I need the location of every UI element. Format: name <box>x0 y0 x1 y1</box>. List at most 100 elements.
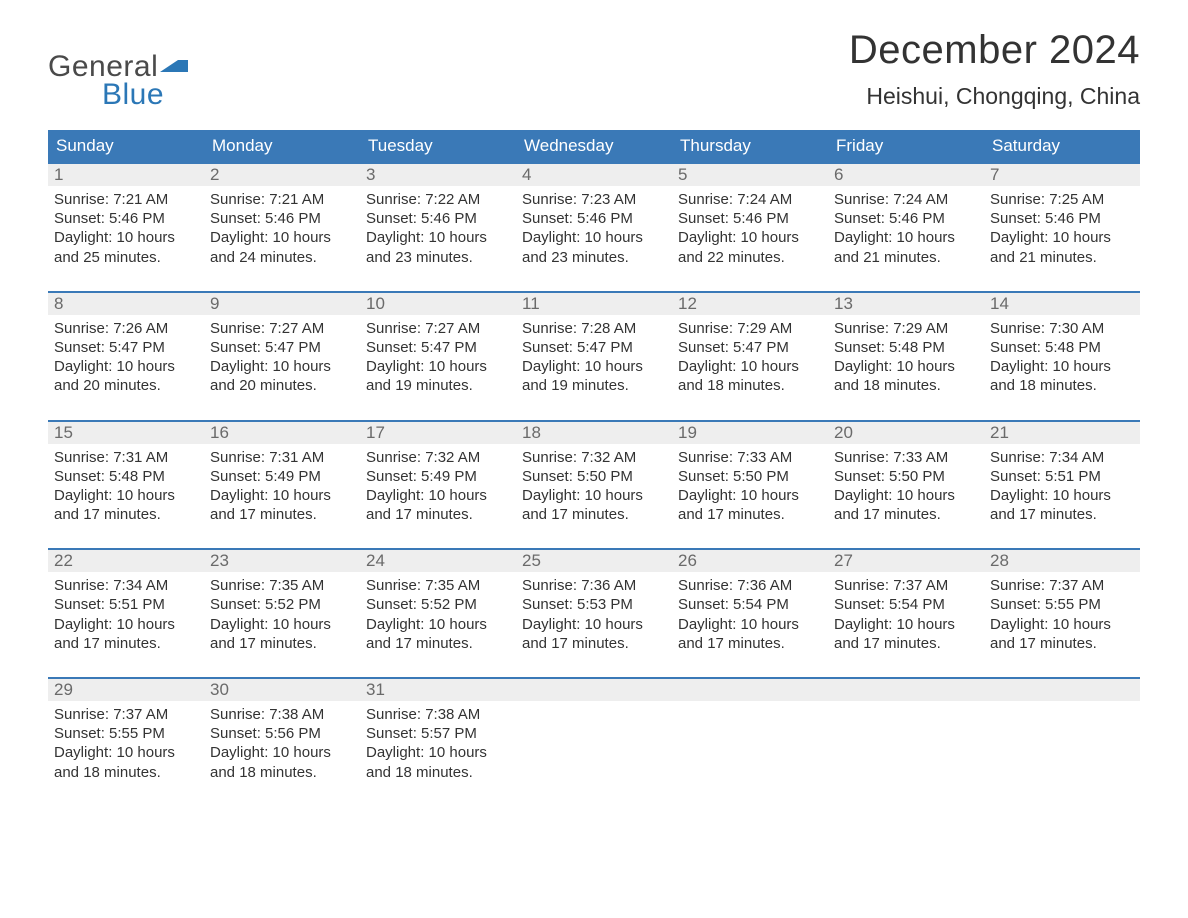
day-dl2: and 20 minutes. <box>210 376 354 395</box>
weekday-label: Sunday <box>48 130 204 162</box>
day-dl1: Daylight: 10 hours <box>366 486 510 505</box>
daynum-row: 17 <box>360 422 516 444</box>
logo: General Blue <box>48 50 188 112</box>
day-sunrise: Sunrise: 7:33 AM <box>678 448 822 467</box>
calendar-day: 28Sunrise: 7:37 AMSunset: 5:55 PMDayligh… <box>984 550 1140 657</box>
daynum-row: 5 <box>672 164 828 186</box>
day-body: Sunrise: 7:31 AMSunset: 5:48 PMDaylight:… <box>48 444 204 529</box>
calendar-day: 7Sunrise: 7:25 AMSunset: 5:46 PMDaylight… <box>984 164 1140 271</box>
day-number: 19 <box>678 423 697 442</box>
daynum-row: 24 <box>360 550 516 572</box>
day-number: 5 <box>678 165 687 184</box>
day-sunset: Sunset: 5:47 PM <box>366 338 510 357</box>
calendar-week: 8Sunrise: 7:26 AMSunset: 5:47 PMDaylight… <box>48 291 1140 400</box>
day-number: 8 <box>54 294 63 313</box>
calendar-day: 6 Sunrise: 7:24 AMSunset: 5:46 PMDaylight… <box>828 164 984 271</box>
day-body: Sunrise: 7:38 AMSunset: 5:57 PMDaylight:… <box>360 701 516 786</box>
day-dl2: and 17 minutes. <box>834 505 978 524</box>
calendar-day: 30Sunrise: 7:38 AMSunset: 5:56 PMDayligh… <box>204 679 360 786</box>
day-number: 3 <box>366 165 375 184</box>
calendar-day: 20Sunrise: 7:33 AMSunset: 5:50 PMDayligh… <box>828 422 984 529</box>
calendar-day: 13Sunrise: 7:29 AMSunset: 5:48 PMDayligh… <box>828 293 984 400</box>
day-dl2: and 22 minutes. <box>678 248 822 267</box>
day-body: Sunrise: 7:30 AMSunset: 5:48 PMDaylight:… <box>984 315 1140 400</box>
day-sunrise: Sunrise: 7:22 AM <box>366 190 510 209</box>
day-body: Sunrise: 7:23 AMSunset: 5:46 PMDaylight:… <box>516 186 672 271</box>
day-dl2: and 23 minutes. <box>522 248 666 267</box>
day-sunset: Sunset: 5:47 PM <box>54 338 198 357</box>
day-sunrise: Sunrise: 7:26 AM <box>54 319 198 338</box>
day-sunset: Sunset: 5:46 PM <box>834 209 978 228</box>
day-number: 6 <box>834 165 843 184</box>
day-dl1: Daylight: 10 hours <box>678 357 822 376</box>
daynum-row: 28 <box>984 550 1140 572</box>
calendar-day: 18Sunrise: 7:32 AMSunset: 5:50 PMDayligh… <box>516 422 672 529</box>
header: General Blue December 2024 Heishui, Chon… <box>48 28 1140 112</box>
daynum-row: 16 <box>204 422 360 444</box>
day-body: Sunrise: 7:37 AMSunset: 5:54 PMDaylight:… <box>828 572 984 657</box>
daynum-row: 10 <box>360 293 516 315</box>
day-body: Sunrise: 7:31 AMSunset: 5:49 PMDaylight:… <box>204 444 360 529</box>
day-dl2: and 17 minutes. <box>366 505 510 524</box>
day-dl1: Daylight: 10 hours <box>522 357 666 376</box>
calendar-day: 24Sunrise: 7:35 AMSunset: 5:52 PMDayligh… <box>360 550 516 657</box>
day-number: 22 <box>54 551 73 570</box>
day-dl2: and 18 minutes. <box>990 376 1134 395</box>
day-sunrise: Sunrise: 7:23 AM <box>522 190 666 209</box>
day-number: 21 <box>990 423 1009 442</box>
calendar-week: 22Sunrise: 7:34 AMSunset: 5:51 PMDayligh… <box>48 548 1140 657</box>
day-dl2: and 18 minutes. <box>210 763 354 782</box>
daynum-row: 4 <box>516 164 672 186</box>
day-dl2: and 17 minutes. <box>54 505 198 524</box>
day-sunrise: Sunrise: 7:27 AM <box>210 319 354 338</box>
day-sunrise: Sunrise: 7:24 AM <box>678 190 822 209</box>
day-body: Sunrise: 7:38 AMSunset: 5:56 PMDaylight:… <box>204 701 360 786</box>
daynum-row: 15 <box>48 422 204 444</box>
day-number: 13 <box>834 294 853 313</box>
daynum-row: 2 <box>204 164 360 186</box>
day-dl1: Daylight: 10 hours <box>522 486 666 505</box>
day-sunset: Sunset: 5:47 PM <box>210 338 354 357</box>
day-number: 31 <box>366 680 385 699</box>
day-sunrise: Sunrise: 7:21 AM <box>54 190 198 209</box>
day-dl1: Daylight: 10 hours <box>210 228 354 247</box>
day-sunset: Sunset: 5:52 PM <box>366 595 510 614</box>
day-sunset: Sunset: 5:46 PM <box>366 209 510 228</box>
weekday-header-row: Sunday Monday Tuesday Wednesday Thursday… <box>48 130 1140 162</box>
day-sunrise: Sunrise: 7:38 AM <box>366 705 510 724</box>
day-body: Sunrise: 7:27 AMSunset: 5:47 PMDaylight:… <box>204 315 360 400</box>
day-body: Sunrise: 7:24 AMSunset: 5:46 PMDaylight:… <box>828 186 984 271</box>
day-dl1: Daylight: 10 hours <box>210 743 354 762</box>
day-dl2: and 21 minutes. <box>990 248 1134 267</box>
day-number: 10 <box>366 294 385 313</box>
daynum-row: 23 <box>204 550 360 572</box>
day-dl1: Daylight: 10 hours <box>522 228 666 247</box>
day-number: 2 <box>210 165 219 184</box>
daynum-row: 18 <box>516 422 672 444</box>
daynum-row <box>984 679 1140 701</box>
day-sunrise: Sunrise: 7:32 AM <box>366 448 510 467</box>
daynum-row: 8 <box>48 293 204 315</box>
day-sunset: Sunset: 5:49 PM <box>210 467 354 486</box>
day-sunset: Sunset: 5:46 PM <box>990 209 1134 228</box>
day-dl1: Daylight: 10 hours <box>990 615 1134 634</box>
day-sunset: Sunset: 5:54 PM <box>834 595 978 614</box>
day-body: Sunrise: 7:32 AMSunset: 5:49 PMDaylight:… <box>360 444 516 529</box>
day-number: 4 <box>522 165 531 184</box>
day-body: Sunrise: 7:37 AMSunset: 5:55 PMDaylight:… <box>984 572 1140 657</box>
day-number: 11 <box>522 294 540 313</box>
day-sunset: Sunset: 5:47 PM <box>678 338 822 357</box>
daynum-row: 12 <box>672 293 828 315</box>
calendar-day: 25Sunrise: 7:36 AMSunset: 5:53 PMDayligh… <box>516 550 672 657</box>
calendar-day: 2Sunrise: 7:21 AMSunset: 5:46 PMDaylight… <box>204 164 360 271</box>
weekday-label: Tuesday <box>360 130 516 162</box>
day-number: 26 <box>678 551 697 570</box>
day-dl2: and 17 minutes. <box>54 634 198 653</box>
daynum-row <box>828 679 984 701</box>
day-dl2: and 18 minutes. <box>366 763 510 782</box>
day-dl1: Daylight: 10 hours <box>990 228 1134 247</box>
daynum-row: 7 <box>984 164 1140 186</box>
day-number: 9 <box>210 294 219 313</box>
day-sunrise: Sunrise: 7:29 AM <box>834 319 978 338</box>
daynum-row: 26 <box>672 550 828 572</box>
